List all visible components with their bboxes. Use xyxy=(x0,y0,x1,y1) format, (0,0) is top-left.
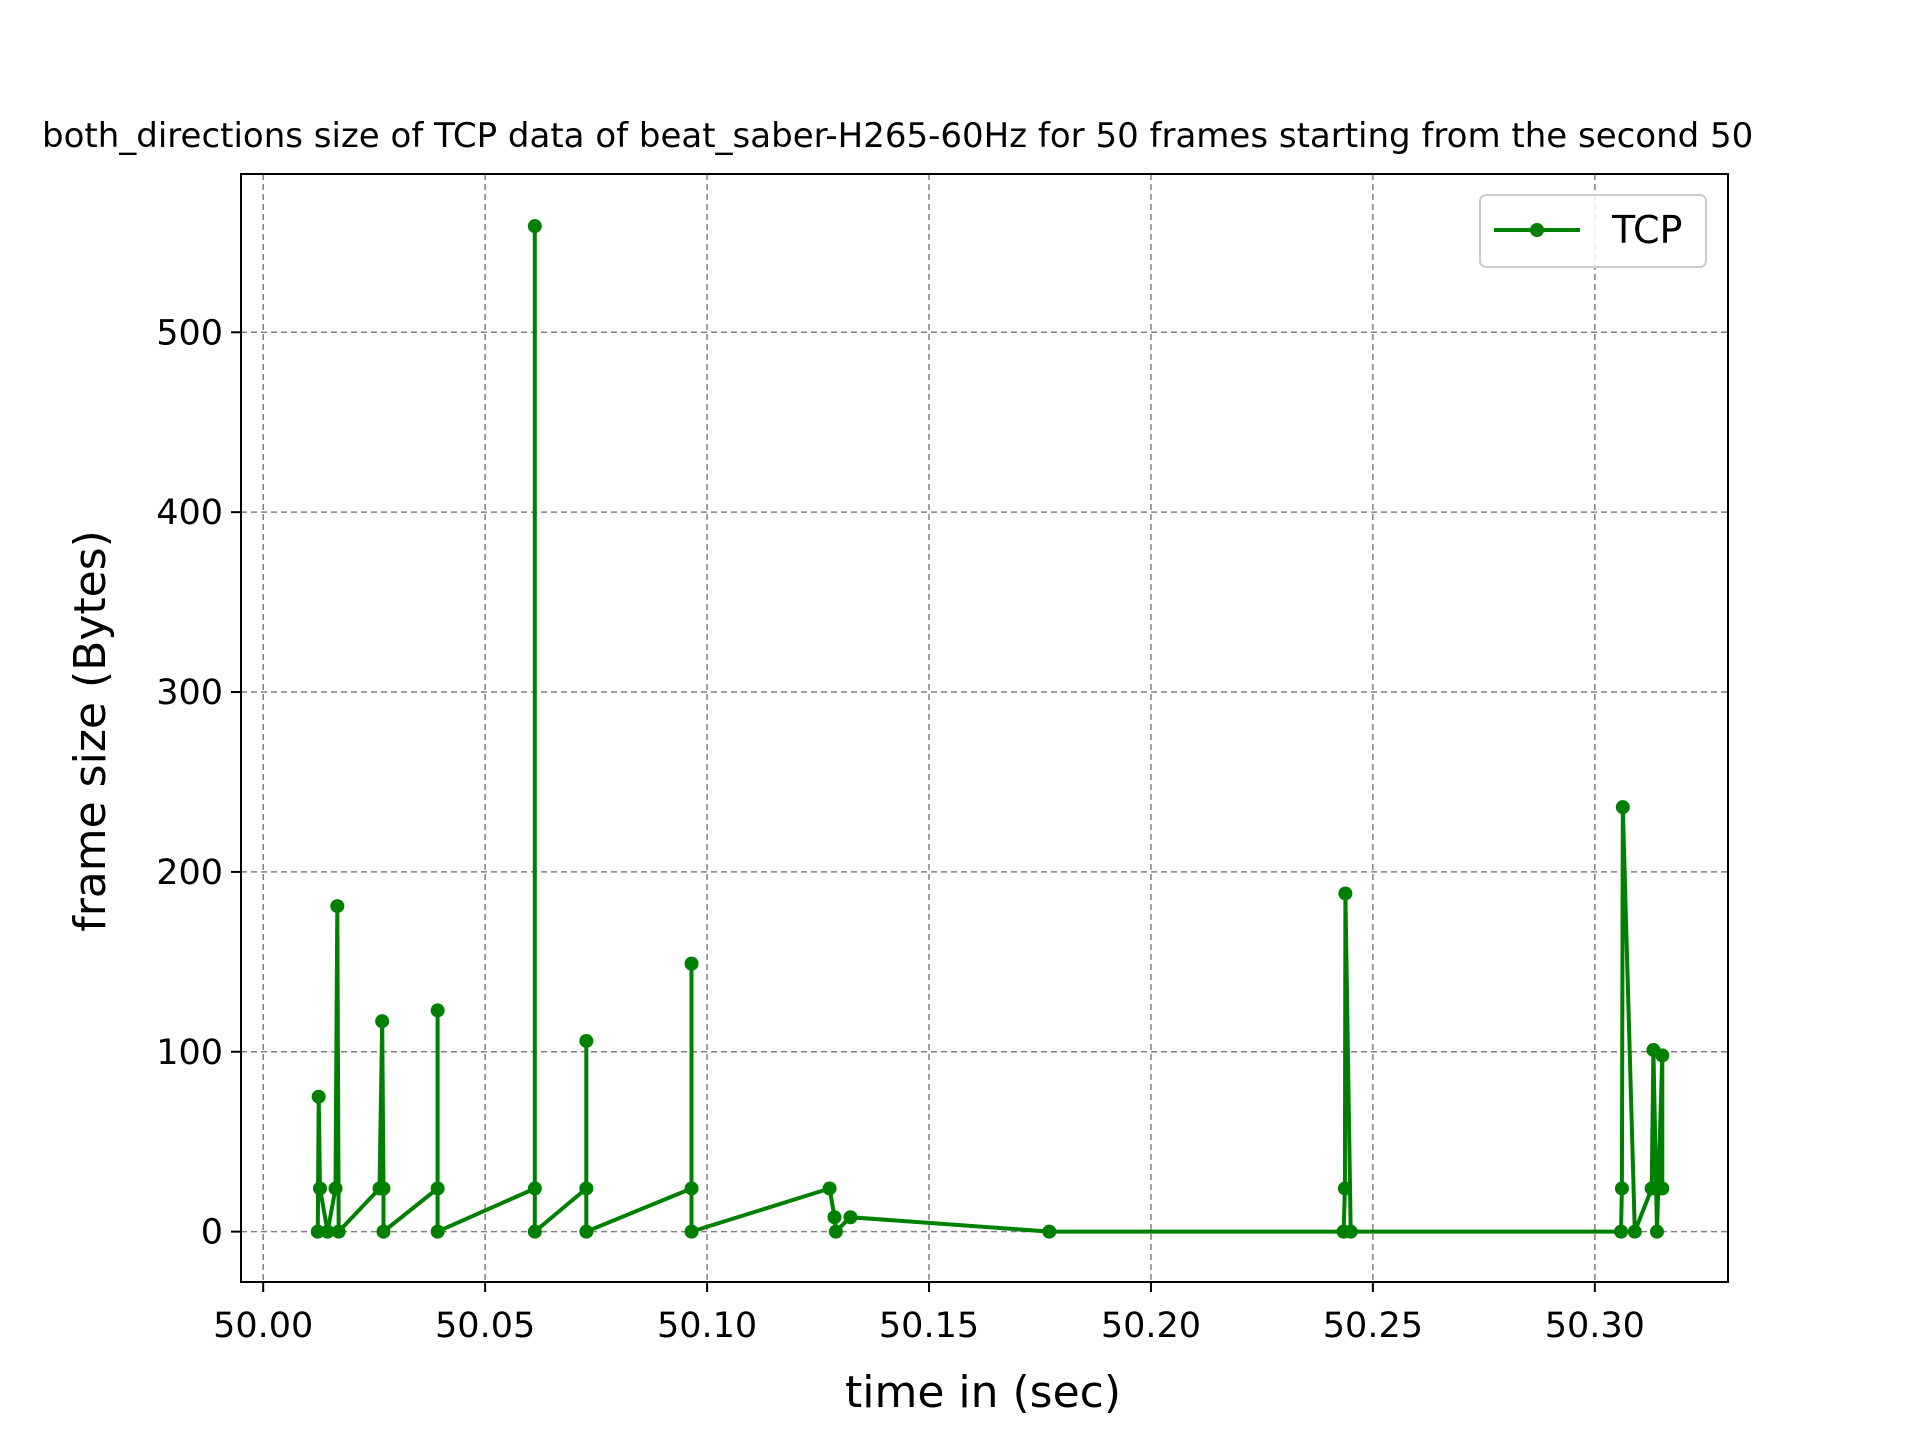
data-point xyxy=(376,1181,391,1196)
data-point xyxy=(843,1210,858,1225)
y-tick-label: 500 xyxy=(156,313,223,353)
data-point xyxy=(311,1089,326,1104)
data-point xyxy=(822,1181,837,1196)
data-point xyxy=(375,1014,390,1029)
data-point xyxy=(527,1224,542,1239)
legend: TCP xyxy=(1479,194,1707,268)
x-tick-label: 50.15 xyxy=(879,1306,979,1346)
data-point xyxy=(827,1210,842,1225)
data-point xyxy=(1337,1181,1352,1196)
data-point xyxy=(331,1224,346,1239)
y-tick-label: 300 xyxy=(156,673,223,713)
x-axis-label: time in (sec) xyxy=(845,1367,1121,1418)
y-axis-label: frame size (Bytes) xyxy=(65,530,116,932)
data-point xyxy=(1614,1181,1629,1196)
y-tick-label: 400 xyxy=(156,493,223,533)
legend-marker-tcp xyxy=(1530,223,1544,237)
data-point xyxy=(320,1224,335,1239)
data-point xyxy=(579,1033,594,1048)
data-point xyxy=(527,219,542,234)
data-point xyxy=(684,1181,699,1196)
x-tick-label: 50.10 xyxy=(657,1306,757,1346)
data-point xyxy=(1615,800,1630,815)
data-point xyxy=(430,1003,445,1018)
x-tick-label: 50.20 xyxy=(1101,1306,1201,1346)
data-point xyxy=(527,1181,542,1196)
data-point xyxy=(1655,1181,1670,1196)
y-tick-label: 100 xyxy=(156,1033,223,1073)
series-line-tcp xyxy=(315,224,1665,1234)
x-tick-label: 50.00 xyxy=(213,1306,313,1346)
data-point xyxy=(579,1224,594,1239)
data-point xyxy=(1343,1224,1358,1239)
grid xyxy=(241,174,1728,1282)
y-tick-label: 200 xyxy=(156,853,223,893)
y-tick-label: 0 xyxy=(201,1213,223,1253)
data-point xyxy=(1644,1181,1659,1196)
data-point xyxy=(310,1224,325,1239)
legend-box xyxy=(1479,194,1707,268)
x-tick-label: 50.05 xyxy=(435,1306,535,1346)
data-point xyxy=(328,1181,343,1196)
series-tcp xyxy=(310,219,1670,1239)
x-tick-label: 50.30 xyxy=(1545,1306,1645,1346)
data-point xyxy=(684,956,699,971)
data-point xyxy=(1042,1224,1057,1239)
data-point xyxy=(430,1224,445,1239)
chart-title: both_directions size of TCP data of beat… xyxy=(42,116,1753,156)
data-point xyxy=(1614,1224,1629,1239)
plot-area-frame xyxy=(240,173,1729,1283)
data-point xyxy=(1649,1224,1664,1239)
y-axis-ticks: 0 100 200 300 400 500 xyxy=(156,313,241,1253)
data-point xyxy=(1627,1224,1642,1239)
data-point xyxy=(376,1224,391,1239)
legend-label-tcp: TCP xyxy=(1611,208,1682,252)
data-point xyxy=(313,1181,328,1196)
data-point xyxy=(1655,1048,1670,1063)
x-tick-label: 50.25 xyxy=(1323,1306,1423,1346)
data-point xyxy=(430,1181,445,1196)
x-axis-ticks: 50.00 50.05 50.10 50.15 50.20 50.25 50.30 xyxy=(213,1282,1645,1346)
data-point xyxy=(828,1224,843,1239)
data-point xyxy=(579,1181,594,1196)
data-point xyxy=(330,899,345,914)
data-point xyxy=(684,1224,699,1239)
data-point xyxy=(1338,886,1353,901)
